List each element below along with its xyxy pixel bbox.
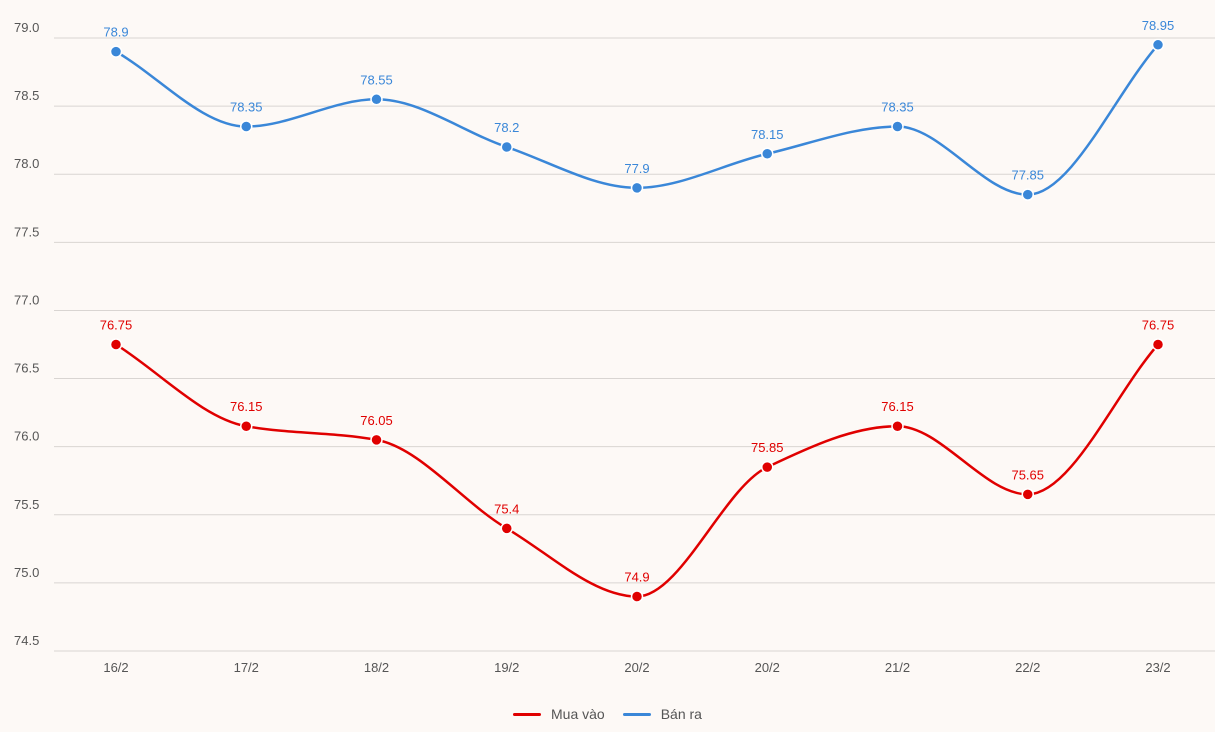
y-tick-label: 79.0: [14, 20, 39, 35]
point-ban-ra: [1021, 188, 1034, 201]
legend: Mua vào Bán ra: [0, 706, 1215, 722]
point-mua-vao: [240, 419, 253, 433]
y-tick-label: 75.0: [14, 565, 39, 580]
y-tick-label: 74.5: [14, 633, 39, 648]
point-ban-ra: [240, 120, 253, 133]
legend-label-ban-ra: Bán ra: [660, 706, 702, 722]
series-line-mua-vao: [115, 343, 1159, 598]
point-mua-vao: [891, 419, 904, 433]
data-label-mua-vao: 76.05: [360, 413, 393, 428]
y-tick-label: 76.0: [14, 429, 39, 444]
point-ban-ra: [370, 93, 383, 106]
point-mua-vao: [630, 590, 644, 603]
x-tick-label: 21/2: [885, 660, 910, 675]
y-tick-label: 78.0: [14, 156, 39, 171]
data-label-mua-vao: 76.15: [230, 399, 263, 414]
legend-swatch-mua-vao: [513, 712, 542, 716]
x-tick-label: 20/2: [755, 660, 780, 675]
point-mua-vao: [109, 338, 123, 351]
point-ban-ra: [630, 181, 644, 195]
point-mua-vao: [1021, 488, 1034, 501]
point-mua-vao: [1151, 338, 1165, 351]
data-label-ban-ra: 78.35: [230, 100, 263, 115]
y-tick-label: 77.0: [14, 292, 39, 307]
data-label-ban-ra: 78.95: [1142, 18, 1175, 33]
x-tick-label: 18/2: [364, 660, 389, 675]
legend-swatch-ban-ra: [622, 712, 651, 716]
point-ban-ra: [109, 45, 123, 58]
point-ban-ra: [500, 140, 513, 154]
data-label-ban-ra: 78.15: [751, 127, 784, 142]
x-tick-label: 23/2: [1145, 660, 1170, 675]
data-label-ban-ra: 78.9: [103, 25, 128, 40]
point-mua-vao: [500, 522, 513, 535]
point-ban-ra: [1151, 38, 1165, 52]
data-label-ban-ra: 78.35: [881, 100, 914, 115]
data-label-mua-vao: 75.65: [1011, 467, 1044, 482]
legend-item-ban-ra[interactable]: Bán ra: [622, 706, 702, 722]
line-chart: 79.0 78.5 78.0 77.5 77.0 76.5 76.0 75.5 75.0 74.5…: [14, 18, 1215, 675]
data-label-ban-ra: 78.55: [360, 72, 393, 87]
data-label-mua-vao: 76.75: [1142, 318, 1175, 333]
data-label-mua-vao: 75.85: [751, 440, 784, 455]
x-tick-label: 16/2: [103, 660, 128, 675]
data-label-mua-vao: 76.15: [881, 399, 914, 414]
x-tick-label: 19/2: [494, 660, 519, 675]
point-mua-vao: [370, 433, 383, 447]
y-tick-label: 77.5: [14, 224, 39, 239]
legend-label-mua-vao: Mua vào: [551, 706, 605, 722]
data-label-mua-vao: 74.9: [624, 570, 649, 585]
point-mua-vao: [761, 460, 774, 474]
y-tick-label: 78.5: [14, 88, 39, 103]
data-label-mua-vao: 76.75: [100, 318, 133, 333]
point-ban-ra: [761, 147, 774, 161]
x-tick-label: 22/2: [1015, 660, 1040, 675]
legend-item-mua-vao[interactable]: Mua vào: [513, 706, 605, 722]
x-tick-label: 17/2: [234, 660, 259, 675]
data-label-mua-vao: 75.4: [494, 501, 519, 516]
data-label-ban-ra: 77.85: [1011, 168, 1044, 183]
point-ban-ra: [891, 120, 904, 133]
y-tick-label: 76.5: [14, 361, 39, 376]
data-label-ban-ra: 77.9: [624, 161, 649, 176]
x-tick-label: 20/2: [624, 660, 649, 675]
y-tick-label: 75.5: [14, 497, 39, 512]
data-label-ban-ra: 78.2: [494, 120, 519, 135]
